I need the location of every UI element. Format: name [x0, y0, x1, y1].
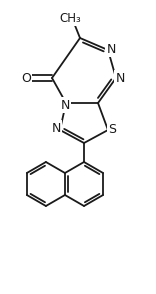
Text: O: O	[21, 71, 31, 84]
Text: S: S	[108, 123, 116, 136]
Text: N: N	[60, 98, 70, 111]
Text: CH₃: CH₃	[59, 11, 81, 24]
Text: N: N	[115, 71, 125, 84]
Text: N: N	[51, 121, 61, 134]
Text: N: N	[106, 43, 116, 56]
